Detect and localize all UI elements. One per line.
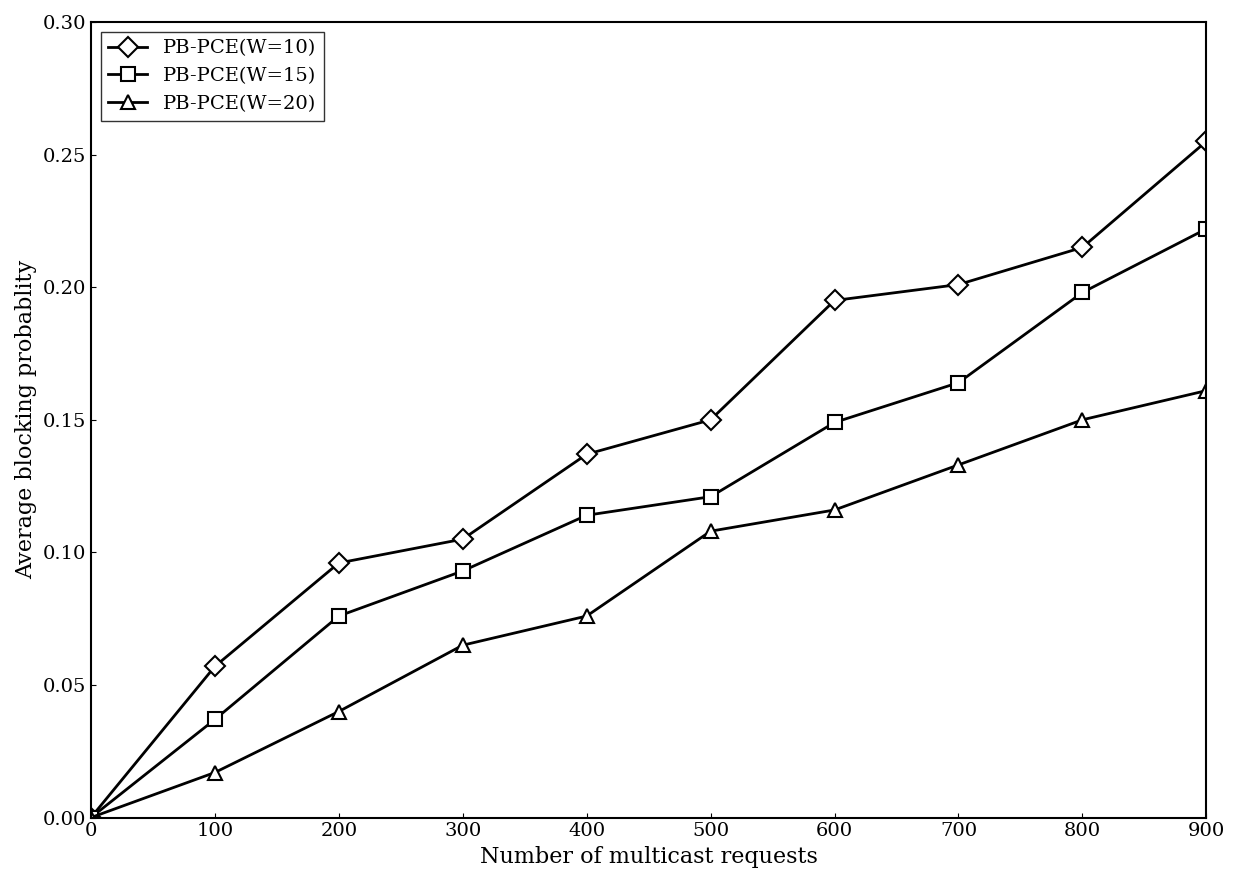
PB-PCE(W=10) xyxy=(827,295,842,306)
PB-PCE(W=15) xyxy=(207,714,222,725)
PB-PCE(W=20) xyxy=(1199,385,1214,396)
PB-PCE(W=20) xyxy=(579,611,594,622)
Line: PB-PCE(W=10): PB-PCE(W=10) xyxy=(84,134,1213,825)
PB-PCE(W=20) xyxy=(207,767,222,778)
PB-PCE(W=10) xyxy=(1075,242,1090,253)
PB-PCE(W=10) xyxy=(579,449,594,459)
PB-PCE(W=10) xyxy=(455,534,470,545)
PB-PCE(W=10) xyxy=(1199,136,1214,147)
PB-PCE(W=20) xyxy=(827,505,842,516)
X-axis label: Number of multicast requests: Number of multicast requests xyxy=(480,846,817,868)
PB-PCE(W=20) xyxy=(951,459,966,470)
PB-PCE(W=15) xyxy=(827,417,842,427)
PB-PCE(W=10) xyxy=(703,414,718,425)
PB-PCE(W=20) xyxy=(83,812,98,823)
PB-PCE(W=15) xyxy=(579,510,594,521)
PB-PCE(W=20) xyxy=(331,706,346,717)
Line: PB-PCE(W=20): PB-PCE(W=20) xyxy=(84,384,1213,825)
PB-PCE(W=20) xyxy=(1075,414,1090,425)
PB-PCE(W=15) xyxy=(951,377,966,388)
PB-PCE(W=15) xyxy=(1075,287,1090,298)
PB-PCE(W=10) xyxy=(331,558,346,569)
PB-PCE(W=20) xyxy=(703,526,718,537)
PB-PCE(W=15) xyxy=(455,566,470,577)
PB-PCE(W=10) xyxy=(951,279,966,290)
PB-PCE(W=10) xyxy=(207,661,222,672)
PB-PCE(W=15) xyxy=(83,812,98,823)
PB-PCE(W=20) xyxy=(455,640,470,651)
PB-PCE(W=15) xyxy=(331,611,346,622)
PB-PCE(W=15) xyxy=(1199,223,1214,234)
Line: PB-PCE(W=15): PB-PCE(W=15) xyxy=(84,222,1213,825)
Legend: PB-PCE(W=10), PB-PCE(W=15), PB-PCE(W=20): PB-PCE(W=10), PB-PCE(W=15), PB-PCE(W=20) xyxy=(100,32,324,121)
Y-axis label: Average blocking probablity: Average blocking probablity xyxy=(15,260,37,579)
PB-PCE(W=10) xyxy=(83,812,98,823)
PB-PCE(W=15) xyxy=(703,492,718,502)
